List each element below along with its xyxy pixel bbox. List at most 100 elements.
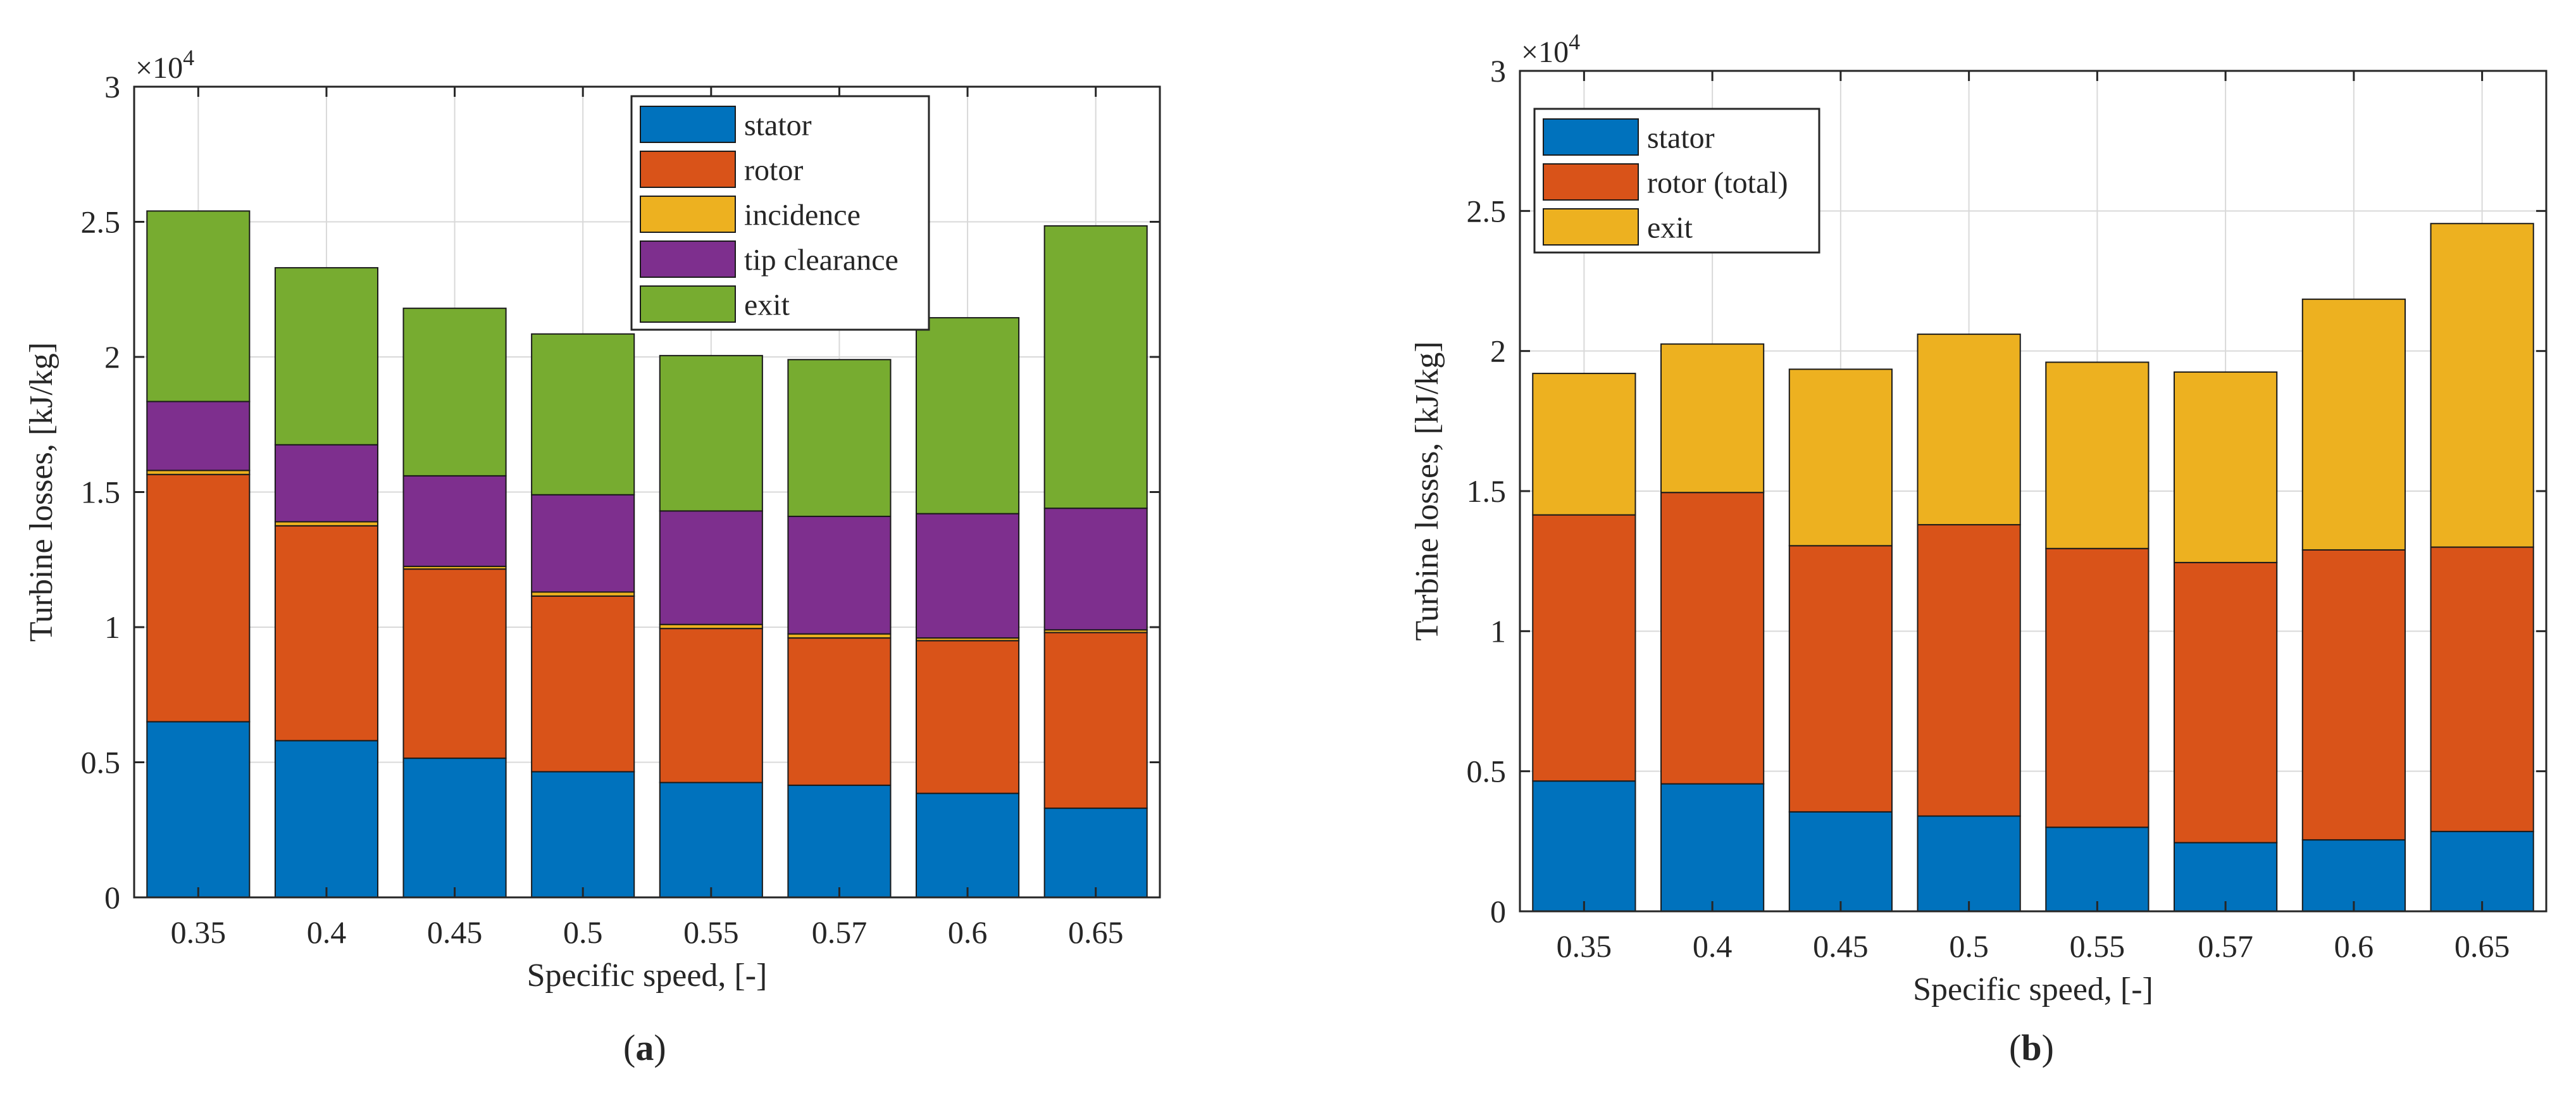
chart-panel-b: 0 0.5 1 1.5 2 2.5 3 0.35 0.4 0.45 0.5 0.55 0.57 0.6 0.… [1409, 29, 2548, 1068]
bar-rotor-total-0-5 [1917, 524, 2021, 817]
x-tick-label: 0.57 [2198, 928, 2253, 964]
legend: stator rotor incidence tip clearance exit [630, 95, 930, 331]
bar-tip-clearance-0-6 [916, 513, 1020, 639]
bar-rotor-total-0-55 [2045, 547, 2150, 828]
x-tick-label: 0.65 [1068, 914, 1124, 950]
legend-swatch-rotor [640, 151, 736, 188]
y-exponent-label: ×104 [1521, 29, 1580, 69]
bar-stator-0-45 [1788, 811, 1893, 913]
panel-label: (b) [2009, 1027, 2054, 1068]
legend-label-exit: exit [744, 289, 790, 322]
bar-exit-0-57 [2174, 371, 2278, 563]
bar-exit-0-35 [146, 210, 251, 402]
bar-exit-0-35 [1532, 373, 1636, 516]
bar-rotor-total-0-57 [2174, 561, 2278, 844]
x-tick-label: 0.35 [1557, 928, 1612, 964]
bar-tip-clearance-0-65 [1043, 508, 1148, 631]
y-tick-label: 2 [1490, 334, 1506, 369]
x-axis-label: Specific speed, [-] [527, 958, 768, 994]
legend-label-tip-clearance: tip clearance [744, 244, 899, 277]
bar-tip-clearance-0-5 [531, 494, 635, 593]
bar-exit-0-4 [274, 267, 378, 446]
y-tick-label: 1.5 [81, 475, 121, 510]
x-tick-label: 0.6 [948, 914, 988, 950]
y-exponent-label: ×104 [135, 45, 194, 85]
legend-label-stator: stator [744, 109, 812, 142]
bar-tip-clearance-0-45 [402, 475, 507, 567]
legend-swatch-stator [640, 106, 736, 143]
legend-swatch-tip-clearance [640, 240, 736, 278]
y-tick-label: 3 [1490, 53, 1506, 89]
bar-rotor-0-5 [531, 595, 635, 773]
y-tick-label: 2.5 [1467, 193, 1507, 228]
legend-swatch-exit [1543, 208, 1639, 246]
bar-stator-0-6 [916, 792, 1020, 898]
bar-rotor-0-65 [1043, 632, 1148, 809]
bar-stator-0-57 [787, 784, 892, 899]
y-tick-label: 0.5 [81, 745, 121, 780]
bar-rotor-total-0-45 [1788, 545, 1893, 813]
bar-tip-clearance-0-57 [787, 515, 892, 635]
bar-exit-0-5 [1917, 334, 2021, 526]
bar-exit-0-55 [2045, 361, 2150, 549]
x-tick-label: 0.45 [427, 914, 483, 950]
legend-label-incidence: incidence [744, 199, 861, 232]
y-tick-label: 0.5 [1467, 754, 1507, 789]
y-axis-label: Turbine losses, [kJ/kg] [23, 342, 59, 642]
legend-swatch-incidence [640, 196, 736, 233]
bar-stator-0-5 [1917, 815, 2021, 912]
bar-stator-0-35 [1532, 780, 1636, 913]
bar-stator-0-6 [2301, 839, 2406, 912]
x-tick-label: 0.4 [1693, 928, 1733, 964]
y-tick-label: 2.5 [81, 204, 121, 240]
bar-stator-0-55 [2045, 827, 2150, 912]
bar-exit-0-55 [659, 354, 763, 512]
x-axis-label: Specific speed, [-] [1913, 971, 2153, 1008]
y-tick-label: 1 [104, 609, 120, 645]
bar-tip-clearance-0-4 [274, 444, 378, 523]
x-tick-label: 0.55 [2070, 928, 2125, 964]
chart-panel-a: 0 0.5 1 1.5 2 2.5 3 0.35 0.4 0.45 0.5 0.55 0.57 0.6 0.… [23, 45, 1161, 1068]
bar-exit-0-6 [916, 317, 1020, 515]
bar-exit-0-65 [2430, 223, 2534, 548]
legend-label-stator: stator [1647, 122, 1715, 155]
bar-rotor-total-0-6 [2301, 549, 2406, 841]
bar-rotor-total-0-65 [2430, 546, 2534, 832]
legend: stator rotor (total) exit [1533, 108, 1820, 254]
bar-stator-0-65 [2430, 830, 2534, 912]
bar-rotor-0-6 [916, 640, 1020, 794]
bar-tip-clearance-0-35 [146, 401, 251, 471]
legend-label-rotor-total: rotor (total) [1647, 166, 1788, 200]
bar-stator-0-4 [1660, 783, 1765, 912]
bar-exit-0-5 [531, 333, 635, 496]
legend-label-rotor: rotor [744, 154, 803, 187]
x-tick-label: 0.55 [683, 914, 739, 950]
bar-exit-0-45 [1788, 368, 1893, 547]
bar-stator-0-55 [659, 782, 763, 899]
y-tick-label: 2 [104, 339, 120, 375]
bar-exit-0-4 [1660, 343, 1765, 494]
bar-exit-0-45 [402, 308, 507, 477]
x-tick-label: 0.5 [563, 914, 603, 950]
x-tick-label: 0.35 [171, 914, 227, 950]
legend-swatch-stator [1543, 118, 1639, 156]
bar-stator-0-45 [402, 758, 507, 898]
bar-stator-0-35 [146, 721, 251, 898]
bar-exit-0-65 [1043, 225, 1148, 509]
y-tick-label: 1.5 [1467, 473, 1507, 509]
y-tick-label: 1 [1490, 613, 1506, 649]
bar-stator-0-5 [531, 771, 635, 898]
bar-rotor-total-0-35 [1532, 514, 1636, 782]
y-tick-label: 3 [104, 69, 120, 104]
y-tick-label: 0 [1490, 894, 1506, 929]
bar-stator-0-65 [1043, 808, 1148, 898]
bar-rotor-0-55 [659, 628, 763, 783]
x-tick-label: 0.6 [2334, 928, 2374, 964]
bar-rotor-0-35 [146, 473, 251, 723]
bar-rotor-0-4 [274, 525, 378, 742]
x-tick-label: 0.57 [812, 914, 868, 950]
bar-rotor-total-0-4 [1660, 492, 1765, 785]
legend-label-exit: exit [1647, 211, 1693, 245]
bar-tip-clearance-0-55 [659, 510, 763, 625]
